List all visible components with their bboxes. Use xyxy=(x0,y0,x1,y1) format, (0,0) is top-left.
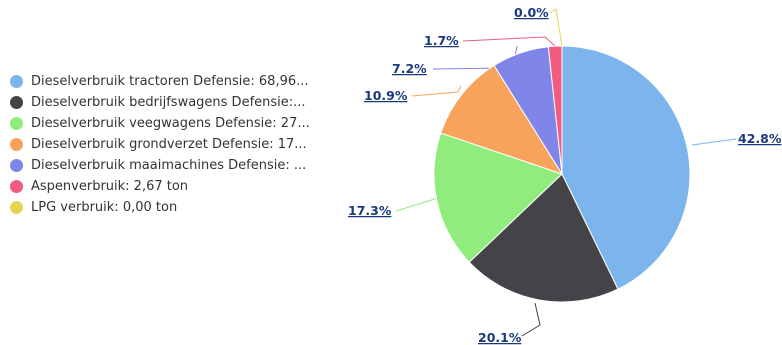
legend-swatch xyxy=(10,201,23,214)
chart-legend: Dieselverbruik tractoren Defensie: 68,96… xyxy=(10,71,350,218)
label-connector xyxy=(462,36,556,47)
legend-swatch xyxy=(10,159,23,172)
legend-swatch xyxy=(10,138,23,151)
data-label: 42.8% xyxy=(738,131,782,146)
label-connector xyxy=(521,302,541,337)
label-connector xyxy=(411,85,462,97)
legend-swatch xyxy=(10,96,23,109)
legend-item-lpg[interactable]: LPG verbruik: 0,00 ton xyxy=(10,197,350,218)
data-label: 7.2% xyxy=(392,61,427,76)
legend-item-bedrijfswagens[interactable]: Dieselverbruik bedrijfswagens Defensie:.… xyxy=(10,92,350,113)
data-label: 1.7% xyxy=(424,33,459,48)
label-connector xyxy=(691,138,737,146)
pie-slice[interactable] xyxy=(433,132,563,263)
legend-item-aspen[interactable]: Aspenverbruik: 2,67 ton xyxy=(10,176,350,197)
legend-swatch xyxy=(10,180,23,193)
data-label: 20.1% xyxy=(478,330,522,345)
pie-slices xyxy=(433,45,691,303)
label-connector xyxy=(395,197,439,212)
label-connector xyxy=(549,8,563,47)
pie-slice[interactable] xyxy=(547,45,563,175)
data-label: 0.0% xyxy=(514,5,549,20)
pie-slice[interactable] xyxy=(561,45,691,290)
pie-slice[interactable] xyxy=(468,173,619,303)
data-labels: 42.8% 20.1% 17.3% 10.9% 7.2% 1.7% 0.0% xyxy=(348,5,782,345)
legend-item-maaimachines[interactable]: Dieselverbruik maaimachines Defensie: ..… xyxy=(10,155,350,176)
legend-item-tractoren[interactable]: Dieselverbruik tractoren Defensie: 68,96… xyxy=(10,71,350,92)
legend-swatch xyxy=(10,117,23,130)
legend-swatch xyxy=(10,75,23,88)
data-label: 10.9% xyxy=(364,88,408,103)
data-label: 17.3% xyxy=(348,203,392,218)
legend-item-grondverzet[interactable]: Dieselverbruik grondverzet Defensie: 17.… xyxy=(10,134,350,155)
legend-item-veegwagens[interactable]: Dieselverbruik veegwagens Defensie: 27..… xyxy=(10,113,350,134)
pie-slice[interactable] xyxy=(440,64,564,175)
